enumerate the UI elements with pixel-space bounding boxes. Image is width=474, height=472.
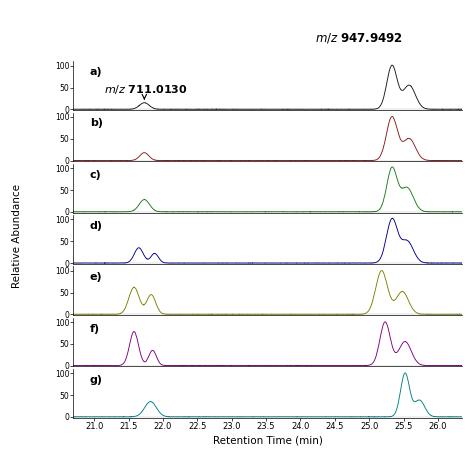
Text: g): g) <box>90 375 103 385</box>
Text: a): a) <box>90 67 102 77</box>
Text: b): b) <box>90 118 103 128</box>
Text: $\mathit{m/z}$ $\bf{711.0130}$: $\mathit{m/z}$ $\bf{711.0130}$ <box>104 83 188 96</box>
Text: f): f) <box>90 323 100 334</box>
X-axis label: Retention Time (min): Retention Time (min) <box>213 435 323 445</box>
Text: $\mathit{m/z}$ $\bf{947.9492}$: $\mathit{m/z}$ $\bf{947.9492}$ <box>315 31 403 45</box>
Text: d): d) <box>90 221 103 231</box>
Text: Relative Abundance: Relative Abundance <box>12 184 22 288</box>
Text: c): c) <box>90 170 101 180</box>
Text: e): e) <box>90 272 102 282</box>
